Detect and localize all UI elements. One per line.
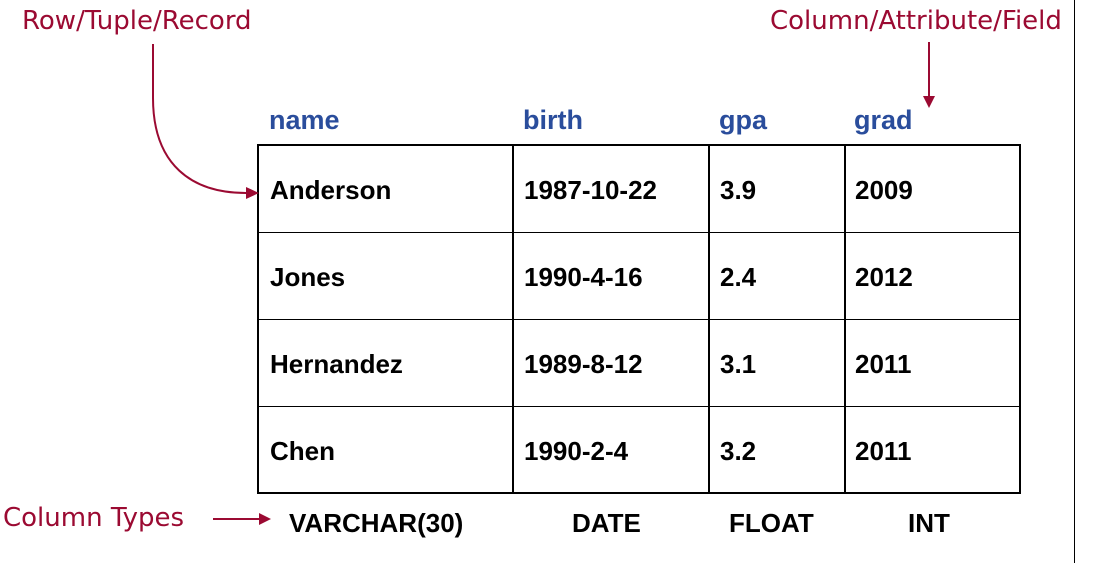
row-divider — [259, 319, 1019, 320]
column-header-grad: grad — [854, 105, 913, 135]
table-cell-grad: 2009 — [855, 175, 913, 205]
page-edge-rule — [1074, 0, 1075, 563]
column-header-birth: birth — [523, 105, 583, 135]
table-cell-birth: 1990-4-16 — [524, 262, 643, 292]
table-cell-gpa: 3.2 — [720, 436, 757, 466]
row-arrow — [152, 44, 247, 194]
column-type-gpa: FLOAT — [729, 508, 814, 538]
table-cell-birth: 1989-8-12 — [524, 349, 643, 379]
column-type-name: VARCHAR(30) — [289, 508, 464, 538]
row-divider — [259, 406, 1019, 407]
table-cell-birth: 1987-10-22 — [524, 175, 657, 205]
table-cell-birth: 1990-2-4 — [524, 436, 629, 466]
table-cell-grad: 2011 — [855, 349, 912, 379]
table-cell-grad: 2011 — [855, 436, 912, 466]
table-cell-gpa: 3.9 — [720, 175, 757, 205]
column-arrow-head — [923, 96, 935, 108]
row-arrow-head — [246, 187, 259, 199]
column-types-annotation-label: Column Types — [3, 503, 185, 533]
table-cell-name: Chen — [270, 436, 335, 466]
column-type-birth: DATE — [572, 508, 641, 538]
table-cell-grad: 2012 — [855, 262, 913, 292]
column-annotation-label: Column/Attribute/Field — [770, 6, 1062, 36]
table-cell-gpa: 3.1 — [720, 349, 757, 379]
column-header-name: name — [269, 105, 340, 135]
column-type-grad: INT — [908, 508, 950, 538]
row-divider — [259, 232, 1019, 233]
types-arrow-head — [259, 513, 271, 525]
table-cell-gpa: 2.4 — [720, 262, 757, 292]
relation-table: Anderson 1987-10-22 3.9 2009 Jones 1990-… — [257, 144, 1021, 494]
table-cell-name: Anderson — [270, 175, 392, 205]
table-cell-name: Hernandez — [270, 349, 403, 379]
row-annotation-label: Row/Tuple/Record — [22, 6, 252, 36]
table-cell-name: Jones — [270, 262, 346, 292]
column-header-gpa: gpa — [719, 105, 768, 135]
